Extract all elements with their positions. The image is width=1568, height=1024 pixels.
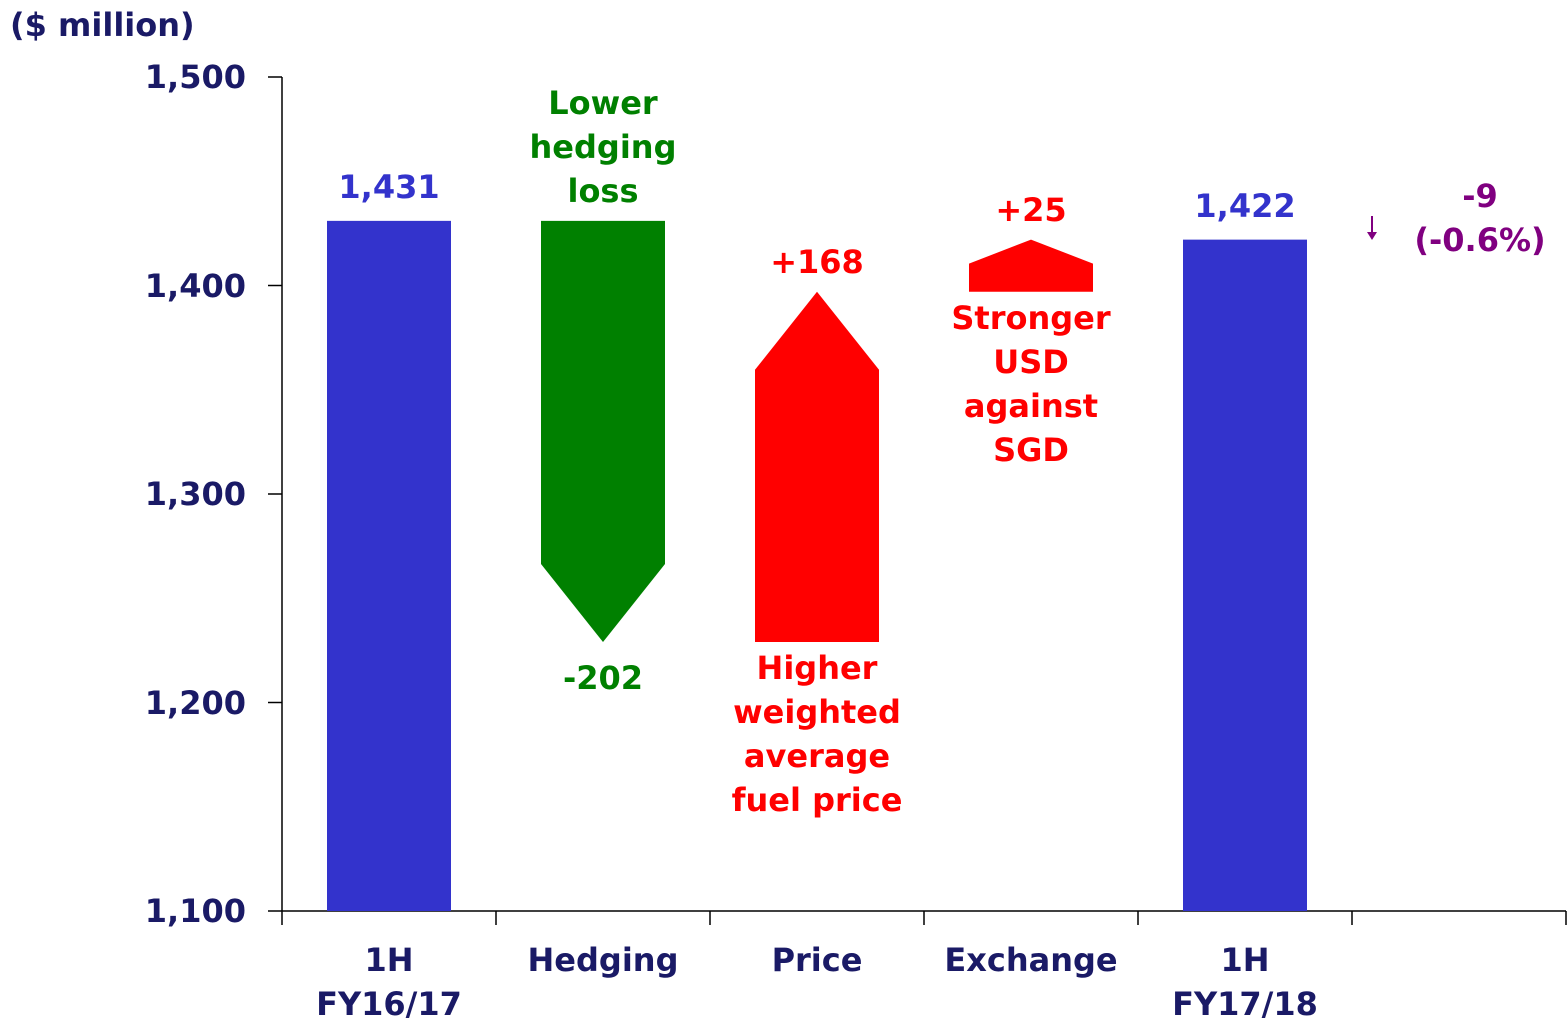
y-tick-label: 1,500	[144, 58, 246, 96]
change-label: -9 (-0.6%)	[1414, 177, 1546, 259]
annotation: Stronger USD against SGD	[951, 298, 1111, 469]
delta-arrow	[541, 220, 665, 643]
y-tick-label: 1,100	[144, 892, 246, 930]
y-tick-label: 1,300	[144, 475, 246, 513]
delta-arrow	[755, 291, 879, 643]
value-label: -202	[562, 659, 644, 698]
delta-arrow	[969, 239, 1093, 292]
x-tick-label: Price	[771, 941, 863, 979]
unit-label: ($ million)	[10, 6, 195, 44]
total-bar	[1183, 239, 1307, 911]
y-tick-label: 1,200	[144, 683, 246, 722]
annotation: Lower hedging loss	[529, 83, 677, 210]
x-tick-label: Exchange	[944, 941, 1118, 979]
value-label: 1,422	[1194, 186, 1296, 225]
change-arrow-head	[1367, 232, 1377, 240]
x-tick-label: Hedging	[527, 941, 679, 979]
value-label: +168	[770, 242, 864, 281]
total-bar	[327, 220, 451, 912]
x-tick-label: 1H FY17/18	[1172, 941, 1318, 1023]
value-label: 1,431	[338, 167, 440, 206]
value-label: +25	[995, 190, 1067, 229]
annotation: Higher weighted average fuel price	[731, 649, 903, 820]
y-tick-label: 1,400	[144, 266, 246, 305]
x-tick-label: 1H FY16/17	[316, 941, 462, 1023]
